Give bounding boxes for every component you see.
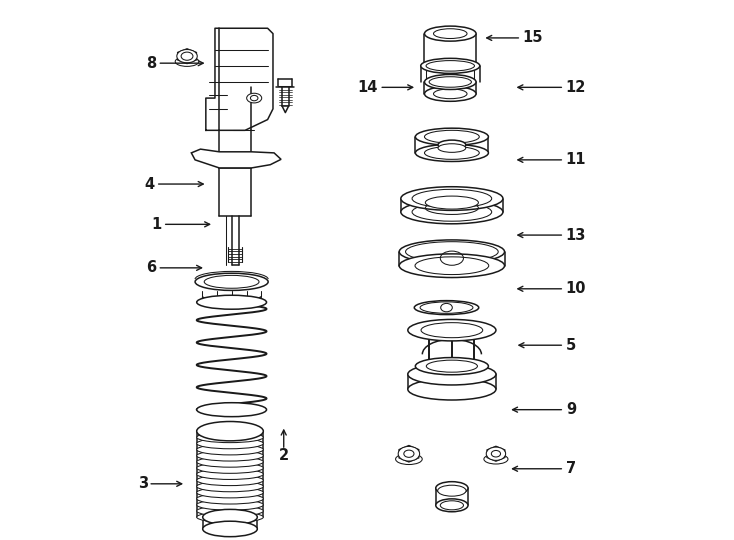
Text: 12: 12 <box>566 80 586 95</box>
Text: 5: 5 <box>566 338 576 353</box>
Ellipse shape <box>436 482 468 495</box>
Text: 6: 6 <box>146 260 156 275</box>
Ellipse shape <box>203 509 258 525</box>
Ellipse shape <box>415 357 488 375</box>
Ellipse shape <box>197 295 266 309</box>
Ellipse shape <box>197 456 264 467</box>
Ellipse shape <box>424 26 476 41</box>
Ellipse shape <box>425 196 479 209</box>
Ellipse shape <box>426 60 474 71</box>
Ellipse shape <box>195 273 268 291</box>
Ellipse shape <box>203 521 258 537</box>
Text: 15: 15 <box>523 30 543 45</box>
Ellipse shape <box>197 450 264 461</box>
Polygon shape <box>206 28 273 130</box>
Text: 13: 13 <box>566 227 586 242</box>
Text: 11: 11 <box>566 152 586 167</box>
Ellipse shape <box>197 469 264 480</box>
Ellipse shape <box>197 444 264 455</box>
Ellipse shape <box>486 447 506 461</box>
Ellipse shape <box>414 301 479 315</box>
Ellipse shape <box>399 254 504 278</box>
Ellipse shape <box>421 58 480 73</box>
Ellipse shape <box>396 454 422 464</box>
Ellipse shape <box>197 494 264 504</box>
Text: 14: 14 <box>357 80 378 95</box>
Ellipse shape <box>408 320 496 341</box>
Ellipse shape <box>197 481 264 492</box>
Ellipse shape <box>408 379 496 400</box>
Text: 4: 4 <box>145 177 155 192</box>
Ellipse shape <box>197 500 264 510</box>
Ellipse shape <box>437 485 466 496</box>
Ellipse shape <box>197 505 264 516</box>
Ellipse shape <box>424 86 476 102</box>
Ellipse shape <box>415 144 488 161</box>
Ellipse shape <box>401 187 503 211</box>
Text: 1: 1 <box>151 217 161 232</box>
Ellipse shape <box>399 240 504 264</box>
Ellipse shape <box>484 454 508 464</box>
Ellipse shape <box>197 487 264 498</box>
Ellipse shape <box>408 363 496 385</box>
Ellipse shape <box>197 512 264 522</box>
Polygon shape <box>399 446 418 462</box>
Ellipse shape <box>197 438 264 449</box>
Text: 9: 9 <box>566 402 576 417</box>
Ellipse shape <box>197 432 264 443</box>
Text: 8: 8 <box>146 56 156 71</box>
Ellipse shape <box>438 140 466 150</box>
Ellipse shape <box>197 403 266 417</box>
Polygon shape <box>487 447 505 461</box>
Ellipse shape <box>177 50 197 63</box>
Text: 2: 2 <box>279 448 288 463</box>
Ellipse shape <box>415 128 488 145</box>
Text: 3: 3 <box>138 476 148 491</box>
Text: 7: 7 <box>566 461 576 476</box>
Ellipse shape <box>175 57 199 66</box>
Ellipse shape <box>401 200 503 224</box>
Ellipse shape <box>247 93 262 103</box>
Ellipse shape <box>197 463 264 474</box>
Ellipse shape <box>197 422 264 441</box>
Ellipse shape <box>424 75 476 90</box>
Ellipse shape <box>197 475 264 485</box>
Ellipse shape <box>438 144 466 152</box>
Polygon shape <box>178 49 196 64</box>
Ellipse shape <box>436 499 468 512</box>
Polygon shape <box>192 149 281 168</box>
Text: 10: 10 <box>566 281 586 296</box>
Ellipse shape <box>398 447 420 461</box>
